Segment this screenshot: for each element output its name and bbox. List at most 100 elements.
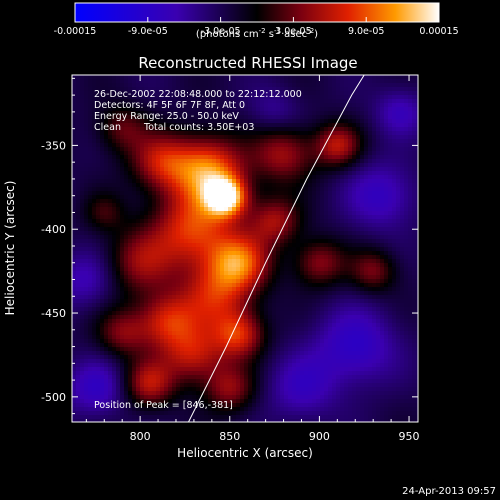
heatmap-cell (412, 151, 416, 155)
heatmap-cell (140, 251, 144, 255)
heatmap-cell (256, 243, 260, 247)
heatmap-cell (240, 243, 244, 247)
heatmap-cell (416, 183, 418, 187)
heatmap-cell (404, 243, 408, 247)
heatmap-cell (140, 159, 144, 163)
heatmap-cell (364, 91, 368, 95)
heatmap-cell (132, 115, 136, 119)
heatmap-cell (372, 147, 376, 151)
heatmap-cell (304, 183, 308, 187)
heatmap-cell (280, 215, 284, 219)
heatmap-cell (384, 163, 388, 167)
heatmap-cell (408, 279, 412, 283)
heatmap-cell (352, 139, 356, 143)
heatmap-cell (148, 187, 152, 191)
heatmap-cell (376, 251, 380, 255)
heatmap-cell (100, 131, 104, 135)
heatmap-cell (172, 243, 176, 247)
heatmap-cell (144, 247, 148, 251)
heatmap-cell (272, 131, 276, 135)
heatmap-cell (76, 291, 80, 295)
heatmap-cell (296, 211, 300, 215)
heatmap-cell (200, 211, 204, 215)
heatmap-cell (200, 163, 204, 167)
heatmap-cell (236, 283, 240, 287)
heatmap-cell (132, 155, 136, 159)
heatmap-cell (160, 163, 164, 167)
heatmap-cell (160, 287, 164, 291)
heatmap-cell (336, 179, 340, 183)
heatmap-cell (276, 271, 280, 275)
heatmap-cell (104, 235, 108, 239)
heatmap-cell (276, 167, 280, 171)
heatmap-cell (132, 75, 136, 79)
heatmap-cell (108, 131, 112, 135)
heatmap-cell (164, 199, 168, 203)
heatmap-cell (236, 159, 240, 163)
heatmap-cell (132, 263, 136, 267)
chart-title: Reconstructed RHESSI Image (138, 54, 357, 72)
heatmap-cell (352, 235, 356, 239)
heatmap-cell (152, 147, 156, 151)
heatmap-cell (288, 119, 292, 123)
heatmap-cell (400, 91, 404, 95)
heatmap-cell (144, 275, 148, 279)
heatmap-cell (264, 99, 268, 103)
heatmap-cell (280, 239, 284, 243)
heatmap-cell (272, 119, 276, 123)
heatmap-cell (156, 179, 160, 183)
heatmap-cell (372, 211, 376, 215)
heatmap-cell (148, 91, 152, 95)
heatmap-cell (180, 119, 184, 123)
heatmap-cell (180, 299, 184, 303)
heatmap-cell (196, 155, 200, 159)
heatmap-cell (284, 247, 288, 251)
heatmap-cell (256, 199, 260, 203)
heatmap-cell (312, 179, 316, 183)
heatmap-cell (368, 127, 372, 131)
heatmap-cell (316, 271, 320, 275)
heatmap-cell (296, 267, 300, 271)
heatmap-cell (108, 279, 112, 283)
heatmap-cell (416, 163, 418, 167)
heatmap-cell (88, 99, 92, 103)
heatmap-cell (296, 83, 300, 87)
heatmap-cell (344, 123, 348, 127)
heatmap-cell (228, 167, 232, 171)
heatmap-cell (188, 255, 192, 259)
heatmap-cell (284, 235, 288, 239)
heatmap-cell (196, 291, 200, 295)
heatmap-cell (280, 231, 284, 235)
heatmap-cell (252, 87, 256, 91)
heatmap-cell (168, 295, 172, 299)
heatmap-cell (412, 159, 416, 163)
heatmap-cell (88, 79, 92, 83)
heatmap-cell (88, 179, 92, 183)
heatmap-cell (96, 107, 100, 111)
heatmap-cell (316, 95, 320, 99)
heatmap-cell (120, 183, 124, 187)
heatmap-cell (72, 131, 76, 135)
heatmap-cell (224, 211, 228, 215)
heatmap-cell (252, 211, 256, 215)
heatmap-cell (188, 235, 192, 239)
heatmap-cell (328, 119, 332, 123)
heatmap-cell (252, 123, 256, 127)
heatmap-cell (412, 235, 416, 239)
heatmap-cell (380, 119, 384, 123)
heatmap-cell (180, 183, 184, 187)
heatmap-cell (84, 203, 88, 207)
heatmap-cell (392, 223, 396, 227)
heatmap-cell (412, 219, 416, 223)
heatmap-cell (348, 291, 352, 295)
heatmap-cell (264, 287, 268, 291)
heatmap-cell (136, 183, 140, 187)
heatmap-cell (328, 203, 332, 207)
heatmap-cell (276, 91, 280, 95)
heatmap-cell (252, 183, 256, 187)
heatmap-cell (340, 87, 344, 91)
heatmap-cell (212, 151, 216, 155)
heatmap-cell (312, 151, 316, 155)
heatmap-cell (332, 263, 336, 267)
heatmap-cell (244, 75, 248, 79)
